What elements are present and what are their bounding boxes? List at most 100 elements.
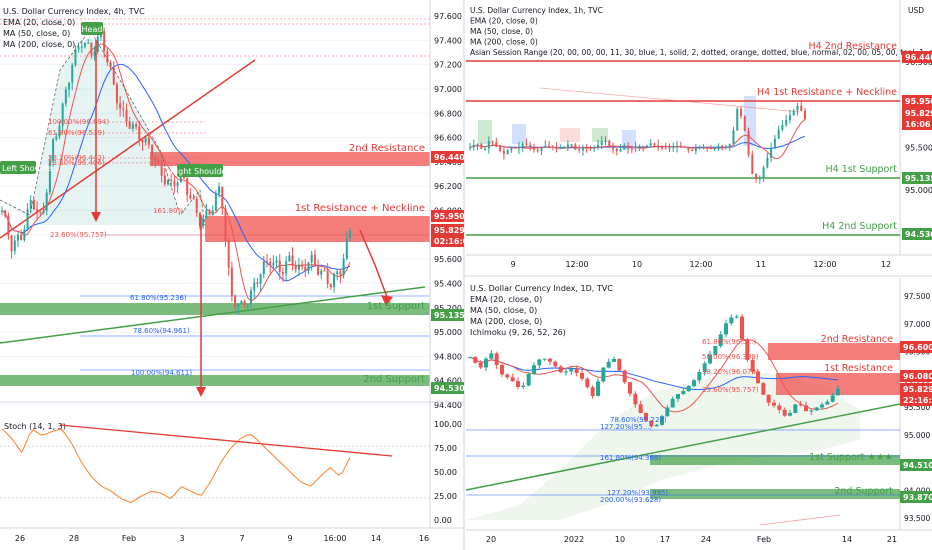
d1-r2-label: 2nd Resistance [821, 334, 893, 345]
d1-y-tick: 95.000 [904, 431, 930, 440]
d1-body [692, 380, 696, 387]
h4-fib-label: 61.80%(96.539) [48, 129, 105, 137]
h4-body [167, 179, 170, 185]
h1-body [532, 147, 535, 150]
h1-r1-tag: 95.950 [905, 97, 932, 106]
h1-currency-label: USD [908, 6, 924, 15]
h4-body [16, 234, 19, 241]
d1-y-tick: 93.500 [904, 514, 930, 523]
d1-body [537, 359, 542, 366]
d1-fib-label: 38.20%(96.079) [702, 368, 759, 376]
h1-body [627, 147, 630, 149]
h4-body [269, 261, 272, 266]
h1-body [510, 147, 513, 150]
h4-support-trendline [0, 286, 426, 344]
h4-r2-tag-bg [431, 151, 464, 163]
d1-fib-label: 127.20%(93.995) [607, 489, 668, 497]
h1-body [623, 147, 626, 150]
d1-legend-line: Ichimoku (9, 26, 52, 26) [470, 328, 566, 337]
h4-body [45, 192, 48, 211]
h4-body [297, 264, 300, 270]
d1-body [601, 367, 606, 382]
d1-y-tick: 94.000 [904, 486, 930, 495]
h4-x-tick: Feb [122, 534, 136, 543]
h1-body [484, 148, 487, 150]
d1-r2-tag: 96.600 [903, 343, 932, 352]
h1-legend-line: EMA (20, close, 0) [470, 17, 538, 26]
h4-y-tick: 94.600 [434, 377, 462, 386]
d1-body [718, 334, 723, 346]
stoch-label: Stoch (14, 1, 3) [4, 422, 66, 431]
d1-body [766, 394, 771, 403]
stoch-y-tick: 0.00 [434, 516, 452, 525]
h4-body [52, 139, 55, 161]
d1-fib-label: 78.60%(95.227) [610, 416, 667, 424]
h4-body [224, 208, 227, 241]
h4-body [329, 283, 332, 288]
h1-body [638, 146, 641, 148]
h4-body [77, 47, 80, 50]
h1-body [800, 105, 803, 112]
d1-y-tick: 95.500 [904, 403, 930, 412]
h4-body [115, 84, 118, 104]
d1-s1-tag-bg [900, 459, 932, 471]
d1-body [521, 385, 526, 387]
h4-first-support-label: 1st Support [367, 301, 425, 312]
h4-y-tick: 96.200 [434, 182, 462, 191]
d1-body [564, 371, 568, 373]
h1-body [536, 149, 539, 151]
h1-body [747, 130, 750, 155]
h1-legend-line: MA (50, close, 0) [470, 27, 533, 36]
h4-body [320, 270, 323, 275]
d1-legend-line: MA (200, close, 0) [470, 317, 542, 326]
h1-body [499, 146, 502, 151]
h1-last-tag-bg [902, 107, 932, 119]
h1-legend-line: MA (200, close, 0) [470, 38, 538, 47]
h1-body [724, 146, 727, 148]
h4-second-support-label: 2nd Support [363, 374, 425, 385]
d1-body [585, 378, 590, 388]
h4-body [285, 261, 288, 274]
h1-body [668, 147, 671, 149]
h4-body [342, 258, 345, 276]
h1-body [593, 147, 596, 150]
d1-body [644, 413, 648, 421]
h1-body [679, 145, 682, 147]
h4-body [262, 261, 265, 275]
d1-chart-panel[interactable]: 2nd Resistance 1st Resistance 1st Suppor… [465, 278, 932, 544]
h1-s2-tag: 94.530 [905, 230, 932, 239]
h1-chart-panel[interactable]: USD H4 2nd Resistance H4 1st Resistance … [466, 0, 932, 269]
d1-body [820, 404, 824, 408]
d1-body [526, 373, 531, 386]
h1-body [642, 146, 645, 148]
h4-legend-line: MA (200, close, 0) [3, 40, 75, 49]
d1-body [622, 370, 627, 383]
h4-y-tick: 96.800 [434, 109, 462, 118]
h4-chart-panel[interactable]: Head Left Shoulder Right Shoulder 2nd Re… [0, 0, 474, 528]
h1-body [600, 141, 603, 145]
stochastic-panel[interactable]: Stoch (14, 1, 3) 100.00 75.00 50.00 25.00 0.… [0, 401, 464, 543]
d1-body [569, 368, 574, 372]
d1-body [590, 387, 595, 396]
h4-body [125, 109, 128, 122]
h1-r2-tag: 96.440 [905, 53, 932, 62]
h4-body [84, 43, 87, 47]
h1-body [649, 143, 652, 146]
stoch-y-tick: 100.00 [434, 420, 462, 429]
h1-body [521, 143, 524, 148]
h1-y-tick: 95.500 [905, 143, 932, 152]
d1-x-tick: 2022 [564, 535, 584, 544]
d1-body [542, 358, 547, 360]
h4-body [250, 290, 253, 305]
d1-countdown-tag-bg [900, 394, 932, 406]
h4-y-tick: 97.000 [434, 85, 462, 94]
h1-s2-label: H4 2nd Support [822, 221, 897, 232]
d1-body [756, 371, 760, 384]
h1-body [687, 147, 690, 150]
h1-body [740, 108, 743, 117]
h4-body [208, 210, 211, 216]
d1-body [665, 407, 670, 417]
d1-body [654, 424, 659, 427]
h1-body [728, 144, 731, 147]
stoch-line [1, 428, 351, 504]
